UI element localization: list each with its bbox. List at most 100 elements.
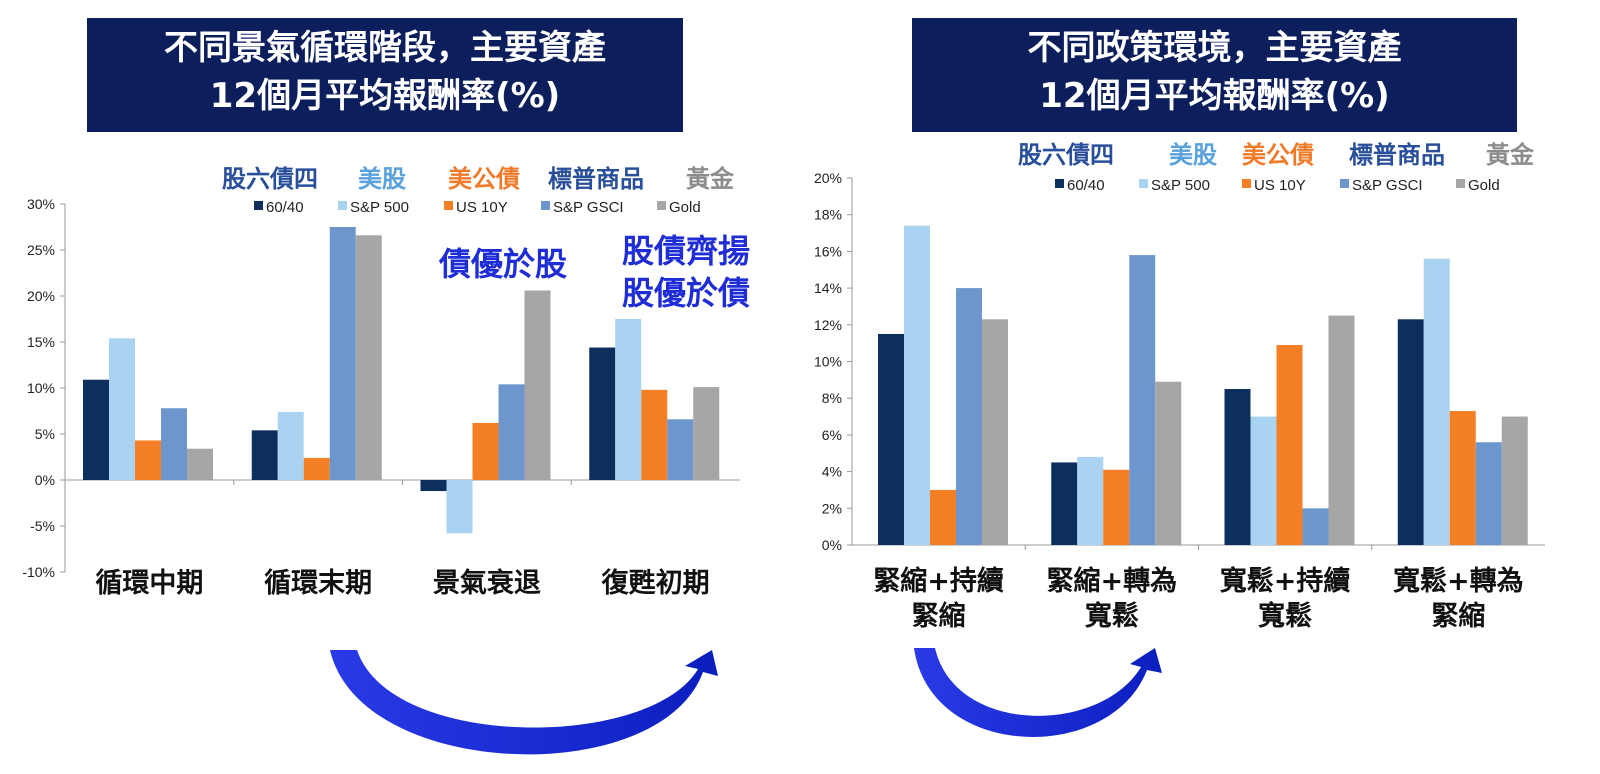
bar: [878, 333, 904, 545]
bar: [904, 225, 930, 545]
bar: [1051, 462, 1078, 545]
legend-swatch: [541, 201, 550, 210]
bar: [135, 440, 161, 480]
bar: [1077, 456, 1104, 545]
bar: [1224, 389, 1251, 545]
bar: [1475, 442, 1502, 545]
y-tick-label: 4%: [822, 464, 842, 480]
legend-label: S&P GSCI: [1352, 177, 1423, 194]
legend-label: US 10Y: [456, 199, 508, 216]
y-tick-label: 6%: [822, 427, 842, 443]
series-cn-label: 黃金: [686, 165, 735, 193]
right-chart: 股六債四 美股 美公債 標普商品 黃金 60/40 S&P 500 US 10Y S&P GSC…: [814, 141, 1545, 632]
y-tick-label: 20%: [27, 288, 55, 304]
chart-annotation: 債優於股: [438, 245, 567, 283]
bar: [589, 347, 616, 480]
y-tick-label: -10%: [22, 564, 55, 580]
bar: [187, 448, 213, 480]
cycle-arrow-left: [330, 650, 718, 755]
y-tick-label: 18%: [814, 207, 842, 223]
bar: [109, 338, 135, 480]
bar: [161, 408, 187, 480]
bar: [930, 489, 956, 545]
category-label: 緊縮+轉為寬鬆: [1047, 565, 1178, 632]
bar: [303, 457, 330, 480]
series-cn-label: 美公債: [448, 165, 520, 193]
bar: [83, 379, 109, 480]
category-label: 復甦初期: [601, 567, 710, 599]
bar: [251, 430, 278, 480]
bar: [277, 411, 304, 480]
chart-annotation: 股優於債: [622, 274, 750, 312]
cycle-arrow-right: [914, 648, 1162, 737]
series-cn-label: 股六債四: [222, 165, 318, 193]
legend-swatch: [1055, 179, 1064, 188]
bar: [1276, 344, 1303, 545]
bar: [472, 422, 499, 480]
legend-label: S&P GSCI: [553, 199, 624, 216]
legend-swatch: [254, 201, 263, 210]
series-cn-label: 美公債: [1242, 141, 1314, 169]
category-label: 寬鬆+轉為緊縮: [1393, 565, 1524, 632]
bar: [329, 227, 356, 480]
category-label: 寬鬆+持續寬鬆: [1220, 565, 1351, 632]
legend-label: 60/40: [1067, 177, 1105, 194]
legend-label: 60/40: [266, 199, 304, 216]
y-tick-label: 12%: [814, 317, 842, 333]
bar: [1302, 508, 1329, 545]
legend-label: S&P 500: [350, 199, 409, 216]
y-tick-label: 8%: [822, 390, 842, 406]
y-tick-label: 16%: [814, 243, 842, 259]
y-tick-label: -5%: [30, 518, 55, 534]
bar: [615, 319, 642, 480]
bar: [446, 480, 473, 534]
y-tick-label: 2%: [822, 500, 842, 516]
bar: [498, 384, 525, 480]
bar: [1449, 411, 1476, 545]
bar: [420, 480, 447, 492]
series-cn-label: 標普商品: [548, 165, 644, 193]
bar: [1397, 319, 1424, 545]
y-tick-label: 0%: [35, 472, 55, 488]
y-tick-label: 15%: [27, 334, 55, 350]
bar: [1129, 255, 1156, 545]
bar: [641, 389, 668, 480]
right-chart-title: 不同政策環境，主要資產 12個月平均報酬率(%): [912, 18, 1517, 132]
category-label: 循環中期: [95, 568, 203, 599]
legend-swatch: [444, 201, 453, 210]
category-label: 緊縮+持續緊縮: [873, 565, 1004, 632]
chart-annotation: 股債齊揚: [622, 232, 750, 270]
bar: [1328, 315, 1355, 545]
bar: [1103, 469, 1130, 545]
series-cn-label: 股六債四: [1018, 141, 1114, 169]
category-label: 循環末期: [264, 568, 372, 599]
legend-label: Gold: [669, 199, 701, 216]
legend-swatch: [1340, 179, 1349, 188]
y-tick-label: 10%: [814, 354, 842, 370]
bar: [956, 288, 982, 545]
legend-swatch: [1139, 179, 1148, 188]
bar: [355, 235, 382, 480]
y-tick-label: 0%: [822, 537, 842, 553]
y-tick-label: 5%: [35, 426, 55, 442]
bar: [982, 319, 1008, 545]
y-tick-label: 30%: [27, 196, 55, 212]
y-tick-label: 20%: [814, 170, 842, 186]
legend-swatch: [338, 201, 347, 210]
y-tick-label: 25%: [27, 242, 55, 258]
legend-label: US 10Y: [1254, 177, 1306, 194]
left-chart: 股六債四 美股 美公債 標普商品 黃金 60/40 S&P 500 US 10Y S&P GSC…: [22, 165, 750, 599]
y-tick-label: 10%: [27, 380, 55, 396]
series-cn-label: 標普商品: [1349, 141, 1445, 169]
bar: [667, 419, 694, 480]
series-cn-label: 美股: [1169, 141, 1217, 169]
series-cn-label: 美股: [358, 165, 406, 193]
legend-label: S&P 500: [1151, 177, 1210, 194]
legend-swatch: [657, 201, 666, 210]
bar: [524, 290, 551, 480]
bar: [693, 387, 720, 480]
bar: [1501, 416, 1528, 545]
legend-swatch: [1242, 179, 1251, 188]
bar: [1250, 416, 1277, 545]
